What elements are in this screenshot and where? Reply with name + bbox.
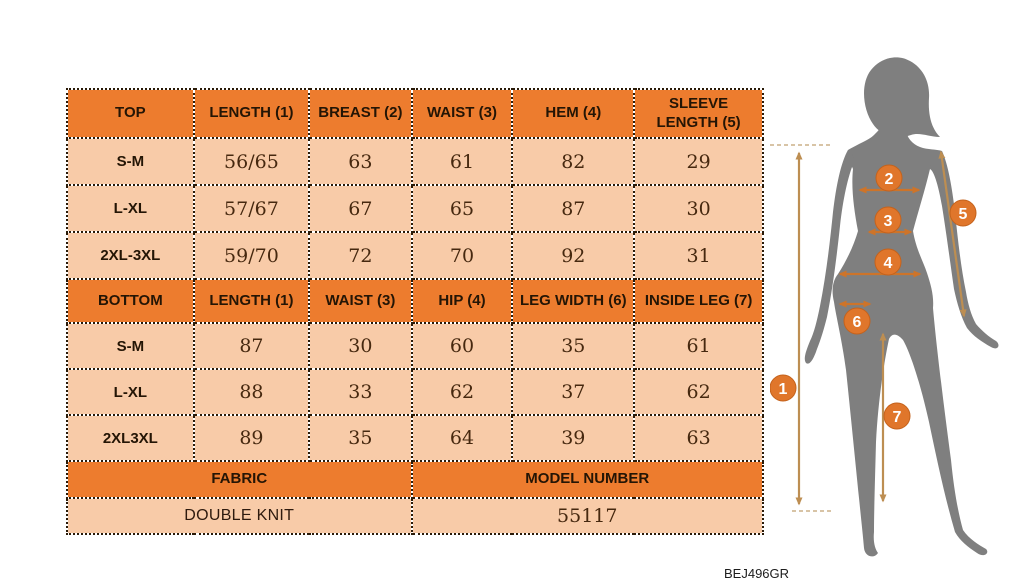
value-cell: 65	[410, 184, 514, 233]
svg-text:6: 6	[853, 314, 862, 331]
fabric-header: FABRIC	[66, 460, 413, 499]
marker-1-badge: 1	[770, 374, 797, 402]
size-chart-table: TOP LENGTH (1) BREAST (2) WAIST (3) HEM …	[66, 88, 764, 535]
table-row: S-M 56/65 63 61 82 29	[66, 137, 764, 186]
size-label: 2XL3XL	[66, 414, 195, 462]
table-row: S-M 87 30 60 35 61	[66, 322, 764, 370]
silhouette-left-arm	[804, 150, 854, 364]
marker-2-badge: 2	[875, 164, 903, 192]
svg-text:2: 2	[885, 171, 894, 188]
marker-3-badge: 3	[874, 206, 902, 234]
svg-text:4: 4	[884, 255, 893, 272]
value-cell: 39	[511, 414, 636, 462]
value-cell: 92	[511, 231, 636, 280]
value-cell: 30	[633, 184, 764, 233]
size-label: 2XL-3XL	[66, 231, 195, 280]
fabric-value: DOUBLE KNIT	[66, 497, 413, 535]
value-cell: 88	[192, 368, 311, 416]
col-header-waist: WAIST (3)	[308, 278, 413, 324]
arrow-5-sleeve-length	[938, 150, 967, 318]
top-header-row: TOP LENGTH (1) BREAST (2) WAIST (3) HEM …	[66, 88, 764, 139]
value-cell: 35	[308, 414, 413, 462]
value-cell: 33	[308, 368, 413, 416]
col-header-length: LENGTH (1)	[192, 278, 311, 324]
value-cell: 82	[511, 137, 636, 186]
footer-value-row: DOUBLE KNIT 55117	[66, 497, 764, 535]
reference-dash-lines	[770, 144, 834, 512]
table-row: L-XL 88 33 62 37 62	[66, 368, 764, 416]
size-label: S-M	[66, 322, 195, 370]
svg-text:1: 1	[779, 381, 788, 398]
silhouette-hair	[864, 57, 940, 138]
size-label: L-XL	[66, 184, 195, 233]
col-header-leg-width: LEG WIDTH (6)	[511, 278, 636, 324]
value-cell: 64	[410, 414, 514, 462]
col-header-inside-leg: INSIDE LEG (7)	[633, 278, 764, 324]
col-header-length: LENGTH (1)	[192, 88, 311, 139]
model-number-header: MODEL NUMBER	[410, 460, 764, 499]
top-section-header: TOP	[66, 88, 195, 139]
bottom-header-row: BOTTOM LENGTH (1) WAIST (3) HIP (4) LEG …	[66, 278, 764, 324]
value-cell: 87	[192, 322, 311, 370]
svg-text:7: 7	[893, 409, 902, 426]
value-cell: 30	[308, 322, 413, 370]
marker-5-badge: 5	[949, 199, 977, 227]
measurement-figure: 1 2 3 4 5 6 7	[770, 57, 999, 557]
model-number-value: 55117	[410, 497, 764, 535]
value-cell: 87	[511, 184, 636, 233]
value-cell: 89	[192, 414, 311, 462]
col-header-breast: BREAST (2)	[308, 88, 413, 139]
value-cell: 35	[511, 322, 636, 370]
product-code-line: BEJ496GR	[724, 566, 790, 581]
col-header-waist: WAIST (3)	[410, 88, 514, 139]
value-cell: 59/70	[192, 231, 311, 280]
woman-silhouette-icon	[804, 57, 999, 557]
marker-6-badge: 6	[843, 307, 871, 335]
measurement-markers: 1 2 3 4 5 6 7	[770, 164, 977, 430]
table-row: 2XL3XL 89 35 64 39 63	[66, 414, 764, 462]
svg-text:3: 3	[884, 213, 893, 230]
silhouette-right-arm	[929, 151, 999, 349]
table-row: L-XL 57/67 67 65 87 30	[66, 184, 764, 233]
marker-4-badge: 4	[874, 248, 902, 276]
col-header-sleeve-length: SLEEVE LENGTH (5)	[633, 88, 764, 139]
value-cell: 62	[410, 368, 514, 416]
value-cell: 60	[410, 322, 514, 370]
value-cell: 56/65	[192, 137, 311, 186]
col-header-hem: HEM (4)	[511, 88, 636, 139]
value-cell: 70	[410, 231, 514, 280]
value-cell: 29	[633, 137, 764, 186]
value-cell: 72	[308, 231, 413, 280]
silhouette-body	[832, 128, 988, 557]
value-cell: 62	[633, 368, 764, 416]
value-cell: 63	[308, 137, 413, 186]
size-label: S-M	[66, 137, 195, 186]
value-cell: 67	[308, 184, 413, 233]
col-header-hip: HIP (4)	[410, 278, 514, 324]
value-cell: 61	[633, 322, 764, 370]
value-cell: 61	[410, 137, 514, 186]
footer-header-row: FABRIC MODEL NUMBER	[66, 460, 764, 499]
value-cell: 57/67	[192, 184, 311, 233]
value-cell: 31	[633, 231, 764, 280]
size-label: L-XL	[66, 368, 195, 416]
bottom-section-header: BOTTOM	[66, 278, 195, 324]
svg-text:5: 5	[959, 206, 968, 223]
table-row: 2XL-3XL 59/70 72 70 92 31	[66, 231, 764, 280]
product-codes: BEJ496GR YESİL572GR	[724, 531, 802, 584]
value-cell: 37	[511, 368, 636, 416]
value-cell: 63	[633, 414, 764, 462]
marker-7-badge: 7	[883, 402, 911, 430]
